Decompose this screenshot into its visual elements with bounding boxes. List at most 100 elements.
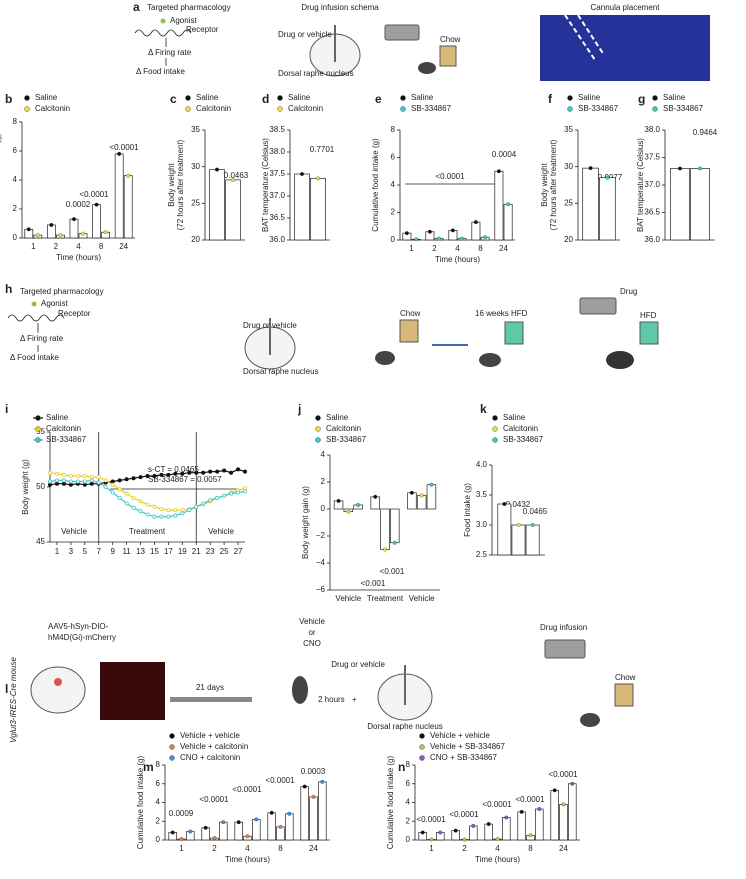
legend-label: Saline <box>196 93 219 102</box>
annotation: <0.0001 <box>199 795 229 804</box>
diagram-text: Receptor <box>186 25 219 34</box>
panel-letter: i <box>5 402 8 416</box>
y-tick-label: 3.0 <box>476 520 488 529</box>
y-tick-label: 35 <box>564 125 573 134</box>
x-tick-label: 24 <box>119 242 128 251</box>
legend-marker <box>652 106 658 112</box>
y-tick-label: 2 <box>406 816 411 825</box>
legend-label: SB-334867 <box>503 435 544 444</box>
x-tick-label: 3 <box>69 547 74 556</box>
data-point <box>124 491 129 496</box>
x-axis-label: Time (hours) <box>225 855 270 864</box>
diagram-text: Δ Firing rate <box>148 48 192 57</box>
mean-dot <box>502 502 507 506</box>
y-tick-label: 8 <box>406 760 411 769</box>
mean-dot <box>383 547 387 552</box>
y-tick-label: 4 <box>391 180 396 189</box>
x-tick-label: 23 <box>206 547 215 556</box>
x-tick-label: 27 <box>234 547 243 556</box>
mean-dot <box>588 166 593 171</box>
mean-dot <box>516 523 521 527</box>
y-tick-label: 37.0 <box>269 191 285 200</box>
bar <box>497 503 512 556</box>
annotation: 0.0009 <box>169 809 194 818</box>
panel-letter: j <box>297 402 301 416</box>
mean-dot <box>506 202 511 207</box>
data-point <box>75 473 80 478</box>
legend-marker <box>419 755 425 761</box>
diagram-text: Δ Food intake <box>136 67 185 76</box>
data-point <box>236 467 241 472</box>
y-tick-label: −6 <box>316 585 326 594</box>
y-tick-label: 4.0 <box>476 460 488 469</box>
mean-dot <box>419 493 424 498</box>
legend-marker <box>277 95 283 101</box>
mean-dot <box>438 830 443 835</box>
diagram-title: Targeted pharmacology <box>20 287 104 296</box>
data-point <box>48 482 53 487</box>
bar <box>309 796 318 841</box>
mouse-icon <box>418 62 436 74</box>
y-tick-label: 37.5 <box>644 153 660 162</box>
data-point <box>152 504 157 509</box>
y-tick-label: 0 <box>321 504 326 513</box>
data-point <box>89 478 94 483</box>
y-axis-label: Food intake (g) <box>463 483 472 537</box>
mean-dot <box>254 817 259 822</box>
bar <box>219 821 228 841</box>
annotation: s-CT = 0.0465 <box>148 465 199 474</box>
data-point <box>82 473 87 478</box>
x-tick-label: 24 <box>499 244 508 253</box>
annotation: 0.7701 <box>310 145 335 154</box>
mean-dot <box>429 482 434 487</box>
x-tick-label: 8 <box>528 844 533 853</box>
legend-marker <box>24 106 30 112</box>
y-tick-label: 6 <box>13 146 18 155</box>
x-tick-label: 4 <box>455 244 460 253</box>
y-axis-label: Body weight <box>167 162 176 206</box>
data-point <box>103 478 108 483</box>
bar <box>114 153 124 239</box>
diagram-text: Drug or vehicle <box>243 321 297 330</box>
mean-dot <box>460 236 465 241</box>
data-point <box>173 471 178 476</box>
mean-dot <box>72 217 76 222</box>
mouse-icon <box>479 353 501 367</box>
mean-dot <box>420 830 425 835</box>
agonist-icon <box>31 301 37 307</box>
legend-label: Saline <box>411 93 434 102</box>
x-tick-label: 1 <box>55 547 60 556</box>
data-point <box>159 472 164 477</box>
diagram-title: Drug infusion schema <box>301 3 379 12</box>
diagram-text: 16 weeks HFD <box>475 309 528 318</box>
bar <box>416 495 427 510</box>
diagram-text: 21 days <box>196 683 224 692</box>
bar <box>535 808 544 841</box>
diagram-title: Drug infusion <box>540 623 587 632</box>
bar <box>69 218 79 239</box>
bar <box>550 789 559 841</box>
y-axis-label: Cumulative food intake (g) <box>136 755 145 849</box>
annotation: 0.0002 <box>66 200 91 209</box>
legend-marker <box>419 733 425 739</box>
data-point <box>201 501 206 506</box>
y-tick-label: 8 <box>13 117 18 126</box>
receptor-icon <box>7 314 65 322</box>
y-axis-label: Cumulative food intake (g) <box>0 133 2 227</box>
data-point <box>180 471 185 476</box>
mean-dot <box>311 794 316 799</box>
bar <box>582 167 599 241</box>
data-point <box>159 506 164 511</box>
x-tick-label: 2 <box>54 242 59 251</box>
mean-dot <box>486 822 491 827</box>
x-tick-label: 4 <box>76 242 81 251</box>
legend-marker <box>492 415 498 421</box>
data-point <box>124 477 129 482</box>
hfd-icon <box>639 321 659 345</box>
data-point <box>117 495 122 500</box>
data-point <box>68 479 73 484</box>
annotation: <0.0001 <box>265 776 295 785</box>
diagram-text: Agonist <box>170 16 197 25</box>
mean-dot <box>269 810 274 815</box>
data-point <box>89 475 94 480</box>
